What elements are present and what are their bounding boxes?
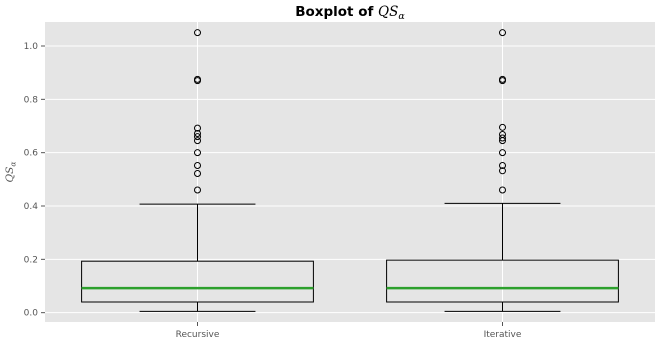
y-axis-label: QSα <box>4 162 18 183</box>
boxes <box>81 29 619 312</box>
y-tick-label: 0.8 <box>24 95 39 105</box>
outlier-point <box>194 124 201 132</box>
chart-title: Boxplot of QSα <box>295 4 405 22</box>
outlier-point <box>194 186 201 194</box>
outlier-point <box>194 149 201 157</box>
y-axis-label-subscript: α <box>9 162 18 167</box>
outlier-point <box>194 133 201 141</box>
iqr-box <box>386 259 619 303</box>
axis-ticks: 0.0 0.2 0.4 0.6 0.8 1.0 Recursive Iterative <box>24 42 522 340</box>
outlier-point <box>194 75 201 83</box>
outlier-point <box>499 29 506 37</box>
outlier-point <box>499 134 506 142</box>
outlier-point <box>194 137 201 145</box>
box-group-recursive <box>81 29 314 312</box>
iqr-box <box>81 260 314 303</box>
box-group-iterative <box>386 29 619 312</box>
x-tick-label: Recursive <box>176 330 220 340</box>
outlier-point <box>499 167 506 175</box>
outlier-point <box>499 123 506 131</box>
outlier-point <box>194 161 201 169</box>
outlier-point <box>499 186 506 194</box>
x-tick-label: Iterative <box>484 330 522 340</box>
outlier-point <box>499 131 506 139</box>
y-tick-label: 0.2 <box>24 255 38 265</box>
outlier-point <box>499 149 506 157</box>
outlier-point <box>194 129 201 137</box>
grid-lines <box>45 22 655 322</box>
outlier-point <box>194 169 201 177</box>
y-tick-label: 0.0 <box>24 309 39 319</box>
outlier-point <box>499 161 506 169</box>
chart-title-subscript: α <box>398 11 405 22</box>
outlier-point <box>194 29 201 37</box>
outlier-point <box>499 75 506 83</box>
y-tick-label: 0.4 <box>24 202 39 212</box>
plot-background <box>45 22 655 322</box>
chart-title-text: Boxplot of <box>295 4 378 20</box>
y-tick-label: 0.6 <box>24 149 39 159</box>
chart-title-symbol: QS <box>378 4 398 20</box>
y-axis-label-symbol: QS <box>4 167 16 183</box>
y-tick-label: 1.0 <box>24 42 39 52</box>
